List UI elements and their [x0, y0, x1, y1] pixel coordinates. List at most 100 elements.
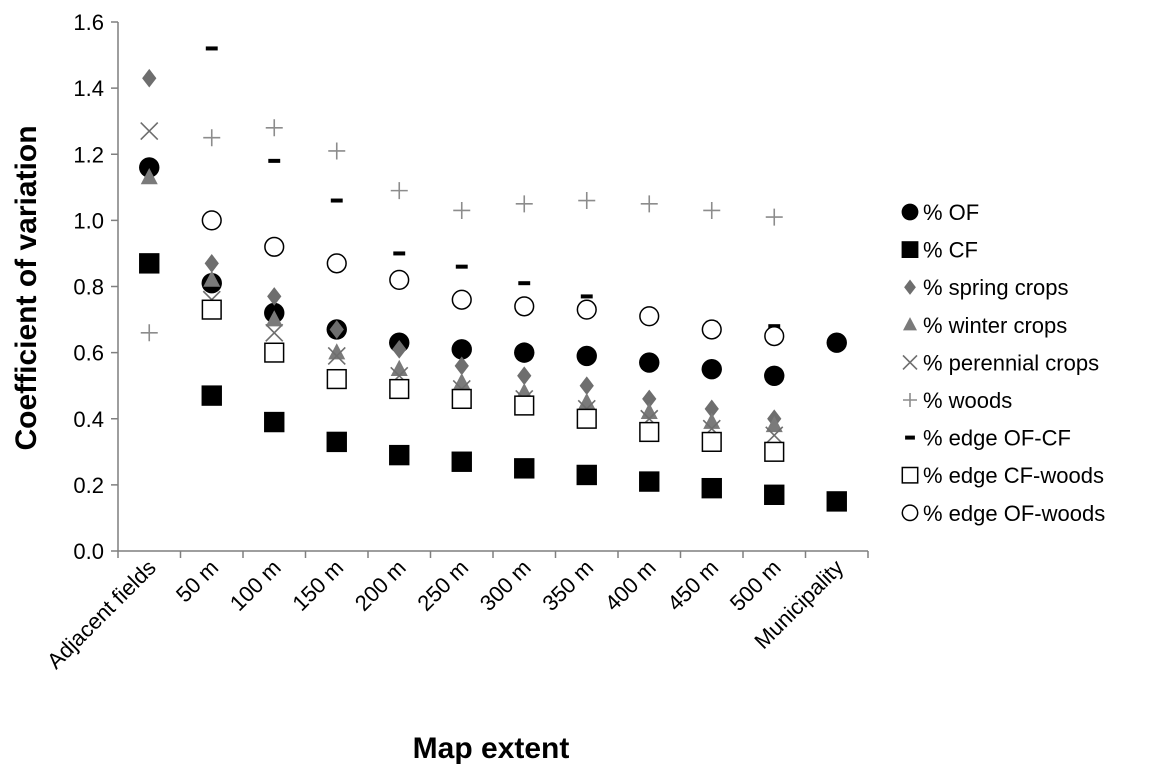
- x-tick-label: 350 m: [537, 555, 598, 616]
- data-point: [451, 339, 472, 360]
- x-tick-label: Adjacent fields: [42, 555, 161, 674]
- legend-label: % edge CF-woods: [923, 463, 1104, 488]
- x-tick-label: 100 m: [225, 555, 286, 616]
- legend-marker: [901, 466, 919, 484]
- legend-label: % edge OF-woods: [923, 501, 1105, 526]
- data-point: [201, 385, 222, 406]
- data-point: [264, 236, 285, 257]
- data-point: [451, 451, 472, 472]
- legend-marker: [902, 354, 918, 370]
- x-tick-label: 150 m: [287, 555, 348, 616]
- data-point: [389, 378, 410, 400]
- data-point: [140, 324, 158, 342]
- data-point: [704, 399, 719, 419]
- data-point: [576, 299, 597, 320]
- data-point: [327, 346, 346, 365]
- y-tick-label: 1.4: [73, 76, 104, 101]
- data-point: [205, 46, 218, 51]
- data-point: [393, 251, 406, 256]
- legend-item: % edge OF-woods: [901, 501, 1105, 526]
- data-point: [389, 444, 410, 466]
- series-of: [139, 157, 847, 386]
- data-point: [328, 343, 346, 360]
- legend-item: % perennial crops: [902, 350, 1099, 375]
- data-point: [514, 395, 535, 416]
- legend-marker: [903, 317, 917, 331]
- data-point: [142, 68, 157, 88]
- data-point: [203, 270, 221, 287]
- series-edge-of-cf: [205, 46, 781, 329]
- data-point: [764, 484, 785, 505]
- data-point: [639, 471, 660, 492]
- x-tick-label: 450 m: [662, 555, 723, 616]
- y-tick-label: 1.6: [73, 10, 104, 35]
- x-tick-label: 200 m: [350, 555, 411, 616]
- data-point: [201, 299, 222, 320]
- data-point: [140, 122, 159, 141]
- data-point: [390, 182, 408, 200]
- data-point: [578, 392, 596, 410]
- legend-label: % woods: [923, 388, 1012, 413]
- data-point: [328, 142, 346, 160]
- legend-item: % OF: [901, 200, 979, 225]
- data-point: [701, 431, 722, 452]
- y-tick-label: 0.2: [73, 473, 104, 498]
- data-point: [329, 320, 344, 339]
- data-point: [265, 119, 283, 137]
- data-point: [326, 368, 347, 390]
- data-point: [579, 376, 594, 396]
- data-point: [576, 345, 597, 367]
- series-spring-crops: [142, 68, 782, 429]
- data-point: [639, 421, 660, 443]
- data-point: [701, 319, 722, 340]
- series-woods: [140, 119, 783, 342]
- y-tick-label: 0.6: [73, 341, 104, 366]
- legend: % OF % CF % spring crops % winter crops % pe…: [901, 200, 1105, 526]
- y-axis-title: Coefficient of variation: [10, 125, 43, 450]
- legend-marker: [901, 504, 919, 522]
- data-point: [268, 158, 281, 163]
- legend-label: % CF: [923, 238, 978, 263]
- legend-item: % edge CF-woods: [901, 463, 1104, 488]
- data-point: [204, 254, 219, 273]
- data-point: [515, 195, 533, 213]
- data-point: [453, 201, 471, 219]
- y-tick-label: 0.4: [73, 407, 104, 432]
- legend-item: % woods: [903, 388, 1012, 413]
- data-point: [139, 253, 160, 274]
- data-point: [640, 195, 658, 213]
- data-point: [640, 402, 658, 419]
- legend-marker: [905, 435, 915, 440]
- data-point: [826, 332, 847, 353]
- data-point: [765, 416, 783, 433]
- x-tick-label: 50 m: [171, 555, 223, 607]
- y-tick-label: 0.8: [73, 275, 104, 300]
- data-point: [764, 365, 785, 386]
- data-point: [639, 306, 660, 327]
- data-point: [140, 168, 158, 185]
- data-point: [326, 431, 347, 453]
- legend-item: % winter crops: [903, 313, 1067, 338]
- data-point: [392, 339, 407, 359]
- x-tick-label: 500 m: [725, 555, 786, 616]
- legend-marker: [901, 203, 919, 221]
- data-point: [264, 342, 285, 363]
- data-point: [514, 296, 535, 317]
- x-tick-label: 400 m: [600, 555, 661, 616]
- x-axis-title: Map extent: [413, 732, 570, 765]
- data-point: [703, 412, 721, 429]
- y-tick-label: 1.0: [73, 208, 104, 233]
- y-tick-label: 0.0: [73, 539, 104, 564]
- data-point: [764, 441, 785, 462]
- data-point: [453, 373, 471, 390]
- data-point: [826, 491, 847, 512]
- data-point: [578, 192, 596, 210]
- data-point: [514, 342, 535, 363]
- data-point: [576, 408, 597, 429]
- legend-label: % spring crops: [923, 275, 1069, 300]
- data-point: [330, 198, 343, 203]
- data-point: [267, 287, 282, 306]
- data-point: [451, 289, 472, 310]
